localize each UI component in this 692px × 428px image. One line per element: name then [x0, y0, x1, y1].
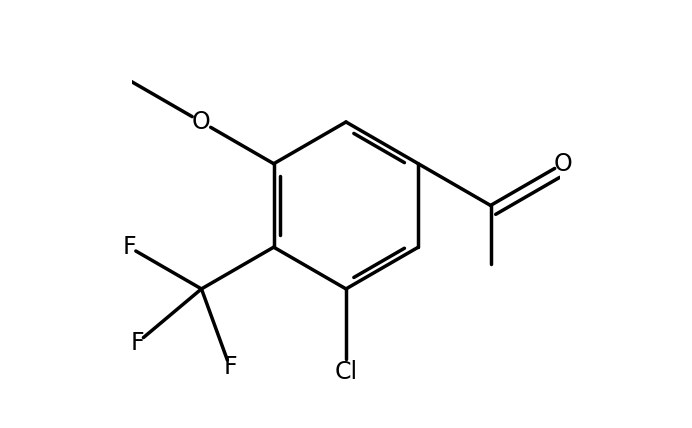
Text: F: F: [131, 330, 145, 354]
Text: O: O: [554, 152, 572, 176]
Text: Cl: Cl: [334, 360, 358, 384]
Text: F: F: [224, 355, 237, 379]
Text: O: O: [192, 110, 211, 134]
Text: F: F: [122, 235, 136, 259]
